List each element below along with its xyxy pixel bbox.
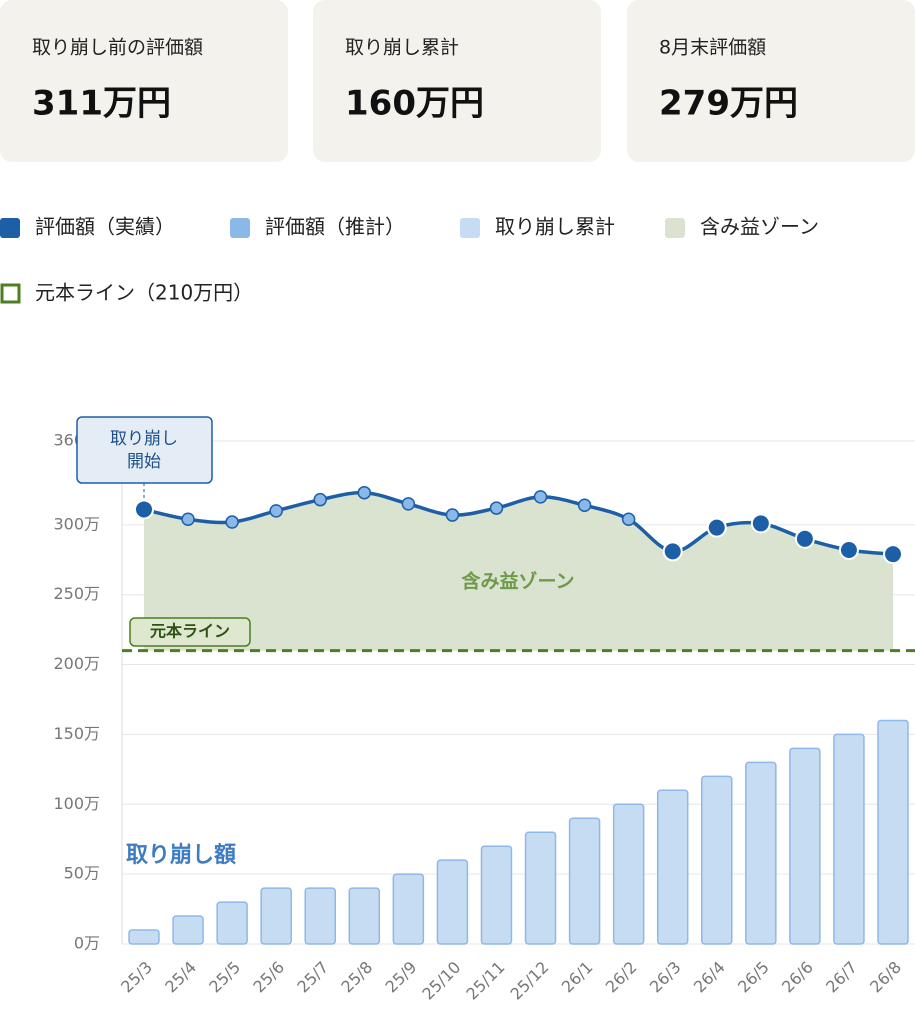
point [225,515,239,529]
annotation-text: 取り崩し [110,429,178,449]
card-value: 311万円 [32,84,171,124]
point [794,528,815,549]
bar [745,761,777,945]
y-tick-label: 100万 [53,794,100,813]
x-tick-label: 25/12 [507,958,553,1004]
x-tick-label: 26/1 [558,958,597,997]
annotation-box [76,416,213,484]
point [621,512,636,526]
point [269,504,283,518]
y-tick-label: 0万 [74,934,100,953]
legend-swatch [0,218,20,238]
baseline-badge [129,617,251,647]
point [181,512,195,526]
bar [789,747,821,945]
x-tick-label: 25/5 [205,958,244,997]
x-tick-label: 25/6 [249,958,288,997]
baseline-label: 元本ライン [150,622,230,641]
x-tick-label: 26/6 [778,958,817,997]
point [533,490,548,504]
card-value: 279万円 [659,84,798,124]
y-tick-label: 250万 [53,584,100,603]
bar [260,887,292,945]
point [662,541,683,562]
card [627,0,915,162]
point [883,544,903,565]
bar-label: 取り崩し額 [126,842,236,868]
bar [612,803,645,945]
bar [480,845,513,945]
point [357,485,372,500]
x-tick-label: 26/8 [866,958,905,997]
bar [304,887,336,945]
bar [701,775,733,945]
x-tick-label: 26/3 [646,958,685,997]
legend-label: 評価額（実績） [35,215,175,239]
point [313,492,327,507]
legend-swatch [230,218,250,238]
y-tick-label: 150万 [53,724,100,743]
point [577,498,592,513]
x-tick-label: 25/11 [462,958,508,1004]
x-tick-label: 26/7 [822,958,861,997]
legend-swatch [460,218,480,238]
point [134,499,154,520]
card-label: 取り崩し前の評価額 [32,37,203,59]
card [0,0,288,162]
x-tick-label: 25/3 [117,958,156,997]
point [838,539,859,560]
x-tick-label: 25/8 [337,958,376,997]
legend-label: 取り崩し累計 [495,215,615,239]
point [401,497,416,511]
x-tick-label: 25/7 [293,958,332,997]
x-tick-label: 25/10 [418,958,464,1004]
legend-label: 含み益ゾーン [700,215,819,239]
profit-zone [144,492,893,651]
bar [172,915,204,945]
bar [436,859,469,945]
bar [656,789,689,945]
bar [348,887,381,945]
x-tick-label: 25/9 [382,958,421,997]
point [750,513,771,534]
legend-label: 元本ライン（210万円） [35,281,253,305]
bar [833,733,865,945]
zone-label: 含み益ゾーン [461,570,574,593]
bar [216,901,248,945]
point [489,501,504,515]
y-tick-label: 300万 [53,514,100,533]
bar [128,929,160,945]
x-tick-label: 26/4 [690,958,729,997]
legend-label: 評価額（推計） [265,215,405,239]
card-label: 8月末評価額 [659,37,766,59]
y-tick-label: 50万 [64,864,100,883]
point [706,517,727,538]
legend-swatch [665,218,685,238]
bar [568,817,601,945]
y-tick-label: 200万 [53,654,100,673]
x-tick-label: 25/4 [161,958,200,997]
x-tick-label: 26/5 [734,958,773,997]
card-label: 取り崩し累計 [345,37,459,59]
card-value: 160万円 [345,84,484,124]
x-tick-label: 26/2 [602,958,641,997]
bar [392,873,425,945]
legend-swatch [0,283,21,304]
bar [877,719,909,945]
bar [524,831,557,945]
point [445,508,460,522]
card [313,0,601,162]
annotation-text: 開始 [127,452,161,472]
